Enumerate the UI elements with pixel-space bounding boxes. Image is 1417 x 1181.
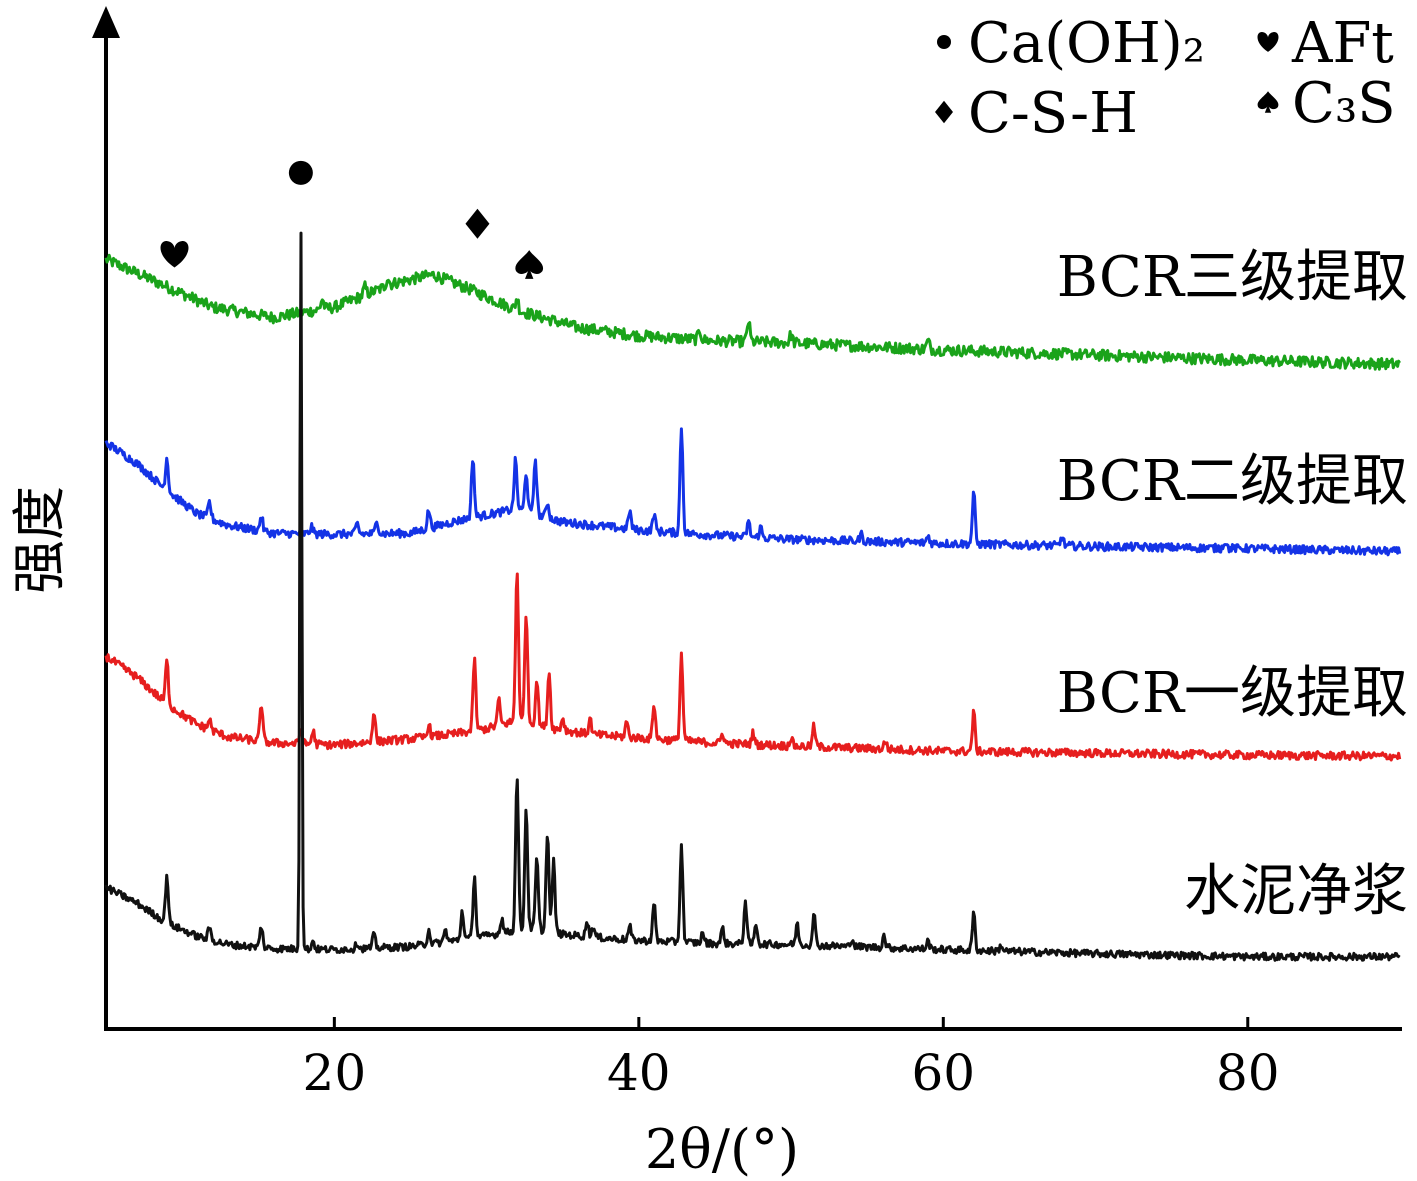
diamond-icon — [935, 100, 953, 124]
legend: Ca(OH)₂ AFt C-S-H C₃S — [935, 11, 1396, 146]
y-axis-label: 强度 — [8, 486, 71, 594]
x-tick-label: 60 — [911, 1044, 975, 1102]
heart-icon — [1257, 32, 1279, 52]
series-line — [104, 253, 1401, 371]
x-tick-label: 40 — [607, 1044, 671, 1102]
x-axis-label: 2θ/(°) — [645, 1118, 799, 1181]
circle-icon — [288, 160, 313, 185]
x-tick-label: 20 — [303, 1044, 367, 1102]
series-label: BCR二级提取 — [1057, 449, 1408, 514]
series-line — [104, 231, 1401, 962]
x-tick-label: 80 — [1216, 1044, 1280, 1102]
axes — [92, 6, 1402, 1031]
spade-icon — [1257, 91, 1279, 113]
series-line — [104, 572, 1402, 762]
diamond-icon — [465, 208, 490, 239]
series-label: 水泥净浆 — [1184, 859, 1408, 924]
heart-icon — [160, 241, 189, 268]
series-layer — [104, 231, 1402, 962]
legend-label: AFt — [1291, 11, 1394, 76]
series-label: BCR一级提取 — [1057, 661, 1408, 726]
legend-label: C₃S — [1292, 71, 1396, 136]
y-axis-arrow — [92, 6, 120, 38]
circle-icon — [937, 35, 951, 49]
legend-label: C-S-H — [968, 81, 1138, 146]
spade-icon — [515, 250, 544, 279]
series-label: BCR三级提取 — [1057, 245, 1408, 310]
series-line — [104, 427, 1402, 557]
legend-label: Ca(OH)₂ — [968, 11, 1205, 76]
peak-markers — [160, 160, 544, 279]
x-ticks: 20 40 60 80 — [303, 1017, 1280, 1102]
